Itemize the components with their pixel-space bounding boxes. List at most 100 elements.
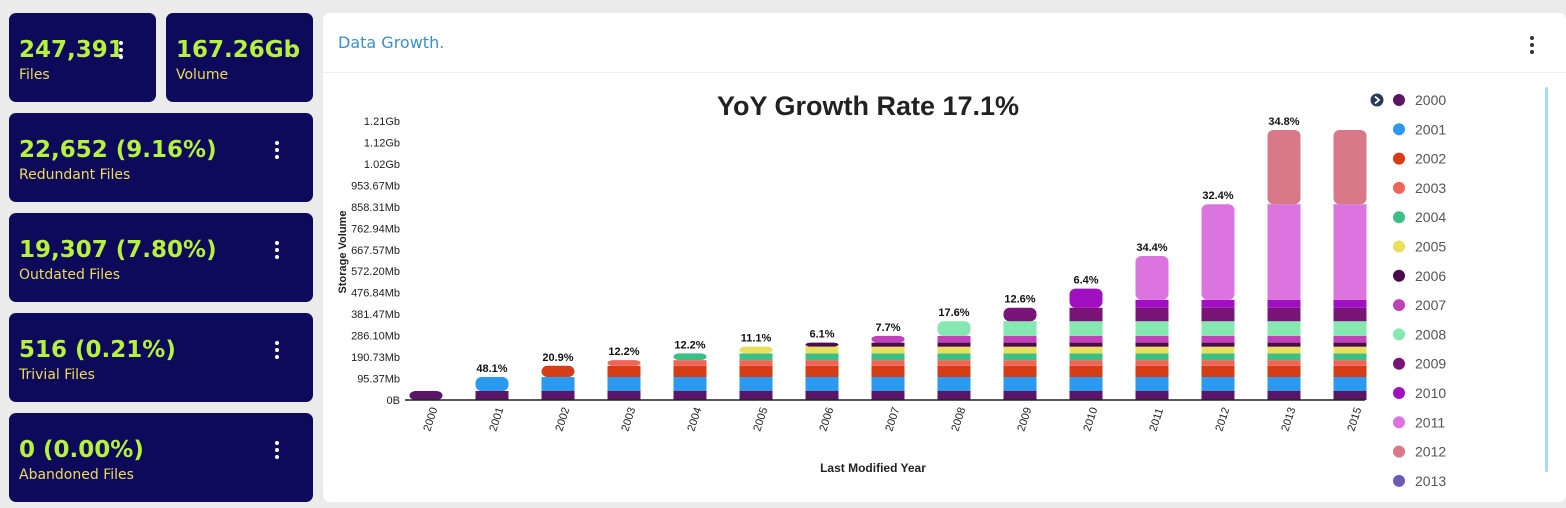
- bar-segment-2004-2001[interactable]: [673, 377, 707, 391]
- bar-segment-2004-2004[interactable]: [673, 353, 707, 361]
- stat-card-abandoned[interactable]: 0 (0.00%) Abandoned Files: [9, 413, 313, 502]
- bar-segment-2010-2000[interactable]: [1069, 390, 1103, 400]
- bar-segment-2009-2009[interactable]: [1003, 307, 1037, 322]
- bar-segment-2007-2000[interactable]: [871, 390, 905, 400]
- bar-segment-2009-2000[interactable]: [1003, 390, 1037, 400]
- bar-segment-2012-2001[interactable]: [1201, 377, 1235, 391]
- legend-item-2007[interactable]: 2007: [1393, 297, 1446, 313]
- bar-segment-2003-2002[interactable]: [607, 365, 641, 378]
- bar-segment-2003-2001[interactable]: [607, 377, 641, 391]
- bar-segment-2011-2010[interactable]: [1135, 299, 1169, 308]
- bar-segment-2013-2010[interactable]: [1267, 299, 1301, 308]
- bar-segment-2008-2002[interactable]: [937, 365, 971, 378]
- bar-segment-2012-2002[interactable]: [1201, 365, 1235, 378]
- bar-segment-2005-2003[interactable]: [739, 360, 773, 366]
- bar-segment-2008-2007[interactable]: [937, 335, 971, 343]
- bar-segment-2007-2004[interactable]: [871, 353, 905, 361]
- panel-menu-icon[interactable]: [1530, 36, 1534, 54]
- bar-segment-2012-2007[interactable]: [1201, 335, 1235, 343]
- bar-segment-2011-2006[interactable]: [1135, 342, 1169, 347]
- bar-segment-2007-2007[interactable]: [871, 335, 905, 343]
- bar-segment-2010-2005[interactable]: [1069, 346, 1103, 354]
- bar-segment-2008-2001[interactable]: [937, 377, 971, 391]
- bar-segment-2001-2001[interactable]: [475, 377, 509, 391]
- bar-segment-2015-2005[interactable]: [1333, 346, 1367, 354]
- bar-segment-2011-2011[interactable]: [1135, 255, 1169, 300]
- bar-segment-2012-2009[interactable]: [1201, 307, 1235, 322]
- bar-segment-2006-2006[interactable]: [805, 342, 839, 347]
- bar-segment-2015-2009[interactable]: [1333, 307, 1367, 322]
- bar-segment-2006-2003[interactable]: [805, 360, 839, 366]
- bar-segment-2011-2005[interactable]: [1135, 346, 1169, 354]
- bar-segment-2015-2006[interactable]: [1333, 342, 1367, 347]
- bar-segment-2013-2005[interactable]: [1267, 346, 1301, 354]
- bar-segment-2012-2010[interactable]: [1201, 299, 1235, 308]
- bar-segment-2009-2006[interactable]: [1003, 342, 1037, 347]
- bar-segment-2013-2002[interactable]: [1267, 365, 1301, 378]
- bar-segment-2009-2004[interactable]: [1003, 353, 1037, 361]
- abandoned-menu-icon[interactable]: [272, 441, 282, 459]
- bar-segment-2002-2000[interactable]: [541, 390, 575, 400]
- bar-segment-2007-2002[interactable]: [871, 365, 905, 378]
- bar-segment-2008-2000[interactable]: [937, 390, 971, 400]
- bar-segment-2009-2001[interactable]: [1003, 377, 1037, 391]
- legend-item-2012[interactable]: 2012: [1393, 444, 1446, 460]
- bar-segment-2015-2001[interactable]: [1333, 377, 1367, 391]
- trivial-menu-icon[interactable]: [272, 341, 282, 359]
- bar-segment-2008-2003[interactable]: [937, 360, 971, 366]
- bar-segment-2010-2008[interactable]: [1069, 321, 1103, 336]
- bar-segment-2011-2000[interactable]: [1135, 390, 1169, 400]
- bar-segment-2012-2008[interactable]: [1201, 321, 1235, 336]
- legend-item-2001[interactable]: 2001: [1393, 121, 1446, 137]
- legend-nav-icon[interactable]: [1370, 93, 1384, 107]
- legend-item-2002[interactable]: 2002: [1393, 151, 1446, 167]
- bar-segment-2009-2008[interactable]: [1003, 321, 1037, 336]
- bar-segment-2004-2002[interactable]: [673, 365, 707, 378]
- bar-segment-2015-2008[interactable]: [1333, 321, 1367, 336]
- stat-card-redundant[interactable]: 22,652 (9.16%) Redundant Files: [9, 113, 313, 202]
- bar-segment-2006-2001[interactable]: [805, 377, 839, 391]
- bar-segment-2008-2005[interactable]: [937, 346, 971, 354]
- bar-segment-2010-2003[interactable]: [1069, 360, 1103, 366]
- bar-segment-2000-2000[interactable]: [409, 390, 443, 400]
- bar-segment-2009-2002[interactable]: [1003, 365, 1037, 378]
- bar-segment-2007-2006[interactable]: [871, 342, 905, 347]
- bar-segment-2013-2003[interactable]: [1267, 360, 1301, 366]
- legend-item-2000[interactable]: 2000: [1393, 92, 1446, 108]
- legend-item-2006[interactable]: 2006: [1393, 268, 1446, 284]
- legend-item-2010[interactable]: 2010: [1393, 385, 1446, 401]
- stat-card-trivial[interactable]: 516 (0.21%) Trivial Files: [9, 313, 313, 402]
- legend-item-2013[interactable]: 2013: [1393, 473, 1446, 489]
- bar-segment-2002-2001[interactable]: [541, 377, 575, 391]
- bar-segment-2011-2008[interactable]: [1135, 321, 1169, 336]
- legend-item-2005[interactable]: 2005: [1393, 239, 1446, 255]
- bar-segment-2010-2009[interactable]: [1069, 307, 1103, 322]
- bar-segment-2009-2005[interactable]: [1003, 346, 1037, 354]
- files-menu-icon[interactable]: [116, 41, 126, 59]
- bar-segment-2013-2000[interactable]: [1267, 390, 1301, 400]
- bar-segment-2007-2003[interactable]: [871, 360, 905, 366]
- bar-segment-2010-2007[interactable]: [1069, 335, 1103, 343]
- bar-segment-2015-2010[interactable]: [1333, 299, 1367, 308]
- bar-segment-2012-2011[interactable]: [1201, 204, 1235, 300]
- bar-segment-2010-2010[interactable]: [1069, 288, 1103, 308]
- bar-segment-2015-2012[interactable]: [1333, 129, 1367, 205]
- bar-segment-2012-2006[interactable]: [1201, 342, 1235, 347]
- bar-segment-2013-2009[interactable]: [1267, 307, 1301, 322]
- bar-segment-2013-2011[interactable]: [1267, 204, 1301, 300]
- bar-segment-2015-2011[interactable]: [1333, 204, 1367, 300]
- bar-segment-2010-2001[interactable]: [1069, 377, 1103, 391]
- bar-segment-2008-2004[interactable]: [937, 353, 971, 361]
- bar-segment-2012-2000[interactable]: [1201, 390, 1235, 400]
- bar-segment-2013-2012[interactable]: [1267, 129, 1301, 205]
- bar-segment-2008-2006[interactable]: [937, 342, 971, 347]
- bar-segment-2009-2003[interactable]: [1003, 360, 1037, 366]
- bar-segment-2009-2007[interactable]: [1003, 335, 1037, 343]
- bar-segment-2005-2000[interactable]: [739, 390, 773, 400]
- bar-segment-2013-2006[interactable]: [1267, 342, 1301, 347]
- bar-segment-2006-2005[interactable]: [805, 346, 839, 354]
- legend-item-2008[interactable]: 2008: [1393, 326, 1446, 342]
- bar-segment-2004-2003[interactable]: [673, 360, 707, 366]
- stat-card-volume[interactable]: 167.26Gb Volume: [166, 13, 313, 102]
- bar-segment-2008-2008[interactable]: [937, 321, 971, 336]
